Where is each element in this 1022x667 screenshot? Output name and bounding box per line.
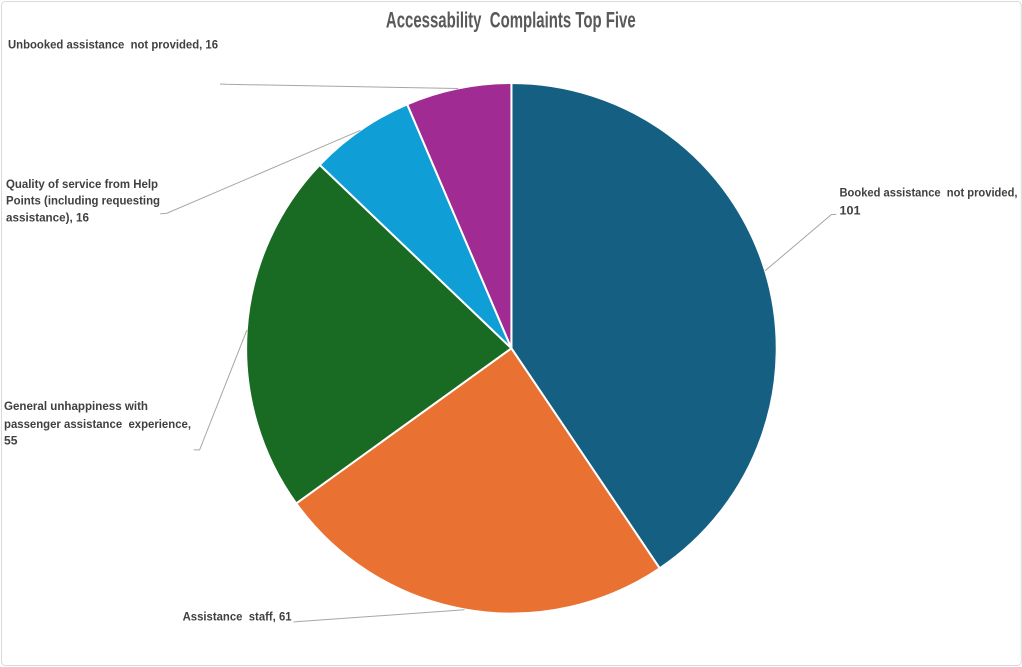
svg-text:101: 101 xyxy=(840,203,861,217)
svg-text:Assistance staff, 61: Assistance staff, 61 xyxy=(183,610,292,624)
svg-text:Points (including requesting: Points (including requesting xyxy=(6,194,160,208)
svg-text:55: 55 xyxy=(4,434,18,448)
svg-text:General unhappiness with: General unhappiness with xyxy=(4,399,148,413)
svg-text:Unbooked assistance not provi: Unbooked assistance not provided, 16 xyxy=(8,37,218,51)
svg-text:assistance), 16: assistance), 16 xyxy=(6,210,89,224)
svg-text:Accessability Complaints Top: Accessability Complaints Top Five xyxy=(386,8,636,33)
svg-text:Booked assistance not provide: Booked assistance not provided, xyxy=(840,185,1018,199)
svg-text:Quality of service from Help: Quality of service from Help xyxy=(6,177,158,191)
svg-text:passenger assistance experien: passenger assistance experience, xyxy=(4,417,191,431)
